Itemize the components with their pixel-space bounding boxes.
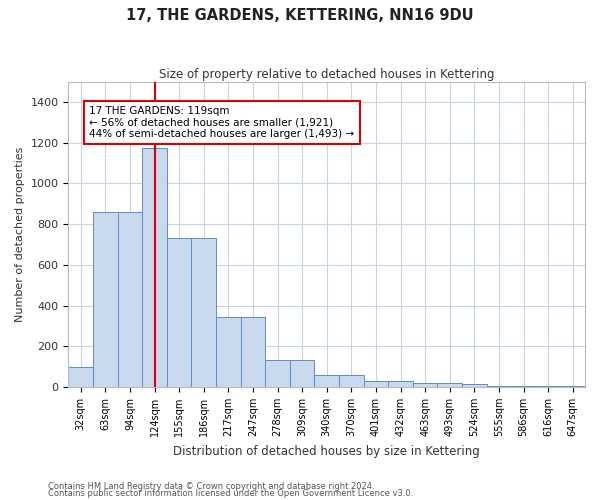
Bar [487, 386, 511, 387]
Bar [511, 386, 536, 387]
Bar [68, 366, 93, 387]
Text: 17 THE GARDENS: 119sqm
← 56% of detached houses are smaller (1,921)
44% of semi-: 17 THE GARDENS: 119sqm ← 56% of detached… [89, 106, 355, 140]
Bar [536, 386, 560, 387]
Bar [93, 212, 118, 387]
Bar [191, 238, 216, 387]
Bar [364, 381, 388, 387]
Bar [314, 374, 339, 387]
Bar [142, 148, 167, 387]
Bar [216, 316, 241, 387]
Bar [462, 384, 487, 387]
Bar [118, 212, 142, 387]
Y-axis label: Number of detached properties: Number of detached properties [15, 146, 25, 322]
Bar [388, 381, 413, 387]
Text: 17, THE GARDENS, KETTERING, NN16 9DU: 17, THE GARDENS, KETTERING, NN16 9DU [126, 8, 474, 22]
X-axis label: Distribution of detached houses by size in Kettering: Distribution of detached houses by size … [173, 444, 480, 458]
Bar [167, 238, 191, 387]
Bar [437, 383, 462, 387]
Bar [413, 383, 437, 387]
Bar [560, 386, 585, 387]
Bar [290, 360, 314, 387]
Bar [265, 360, 290, 387]
Title: Size of property relative to detached houses in Kettering: Size of property relative to detached ho… [159, 68, 494, 80]
Bar [339, 374, 364, 387]
Bar [241, 316, 265, 387]
Text: Contains public sector information licensed under the Open Government Licence v3: Contains public sector information licen… [48, 490, 413, 498]
Text: Contains HM Land Registry data © Crown copyright and database right 2024.: Contains HM Land Registry data © Crown c… [48, 482, 374, 491]
